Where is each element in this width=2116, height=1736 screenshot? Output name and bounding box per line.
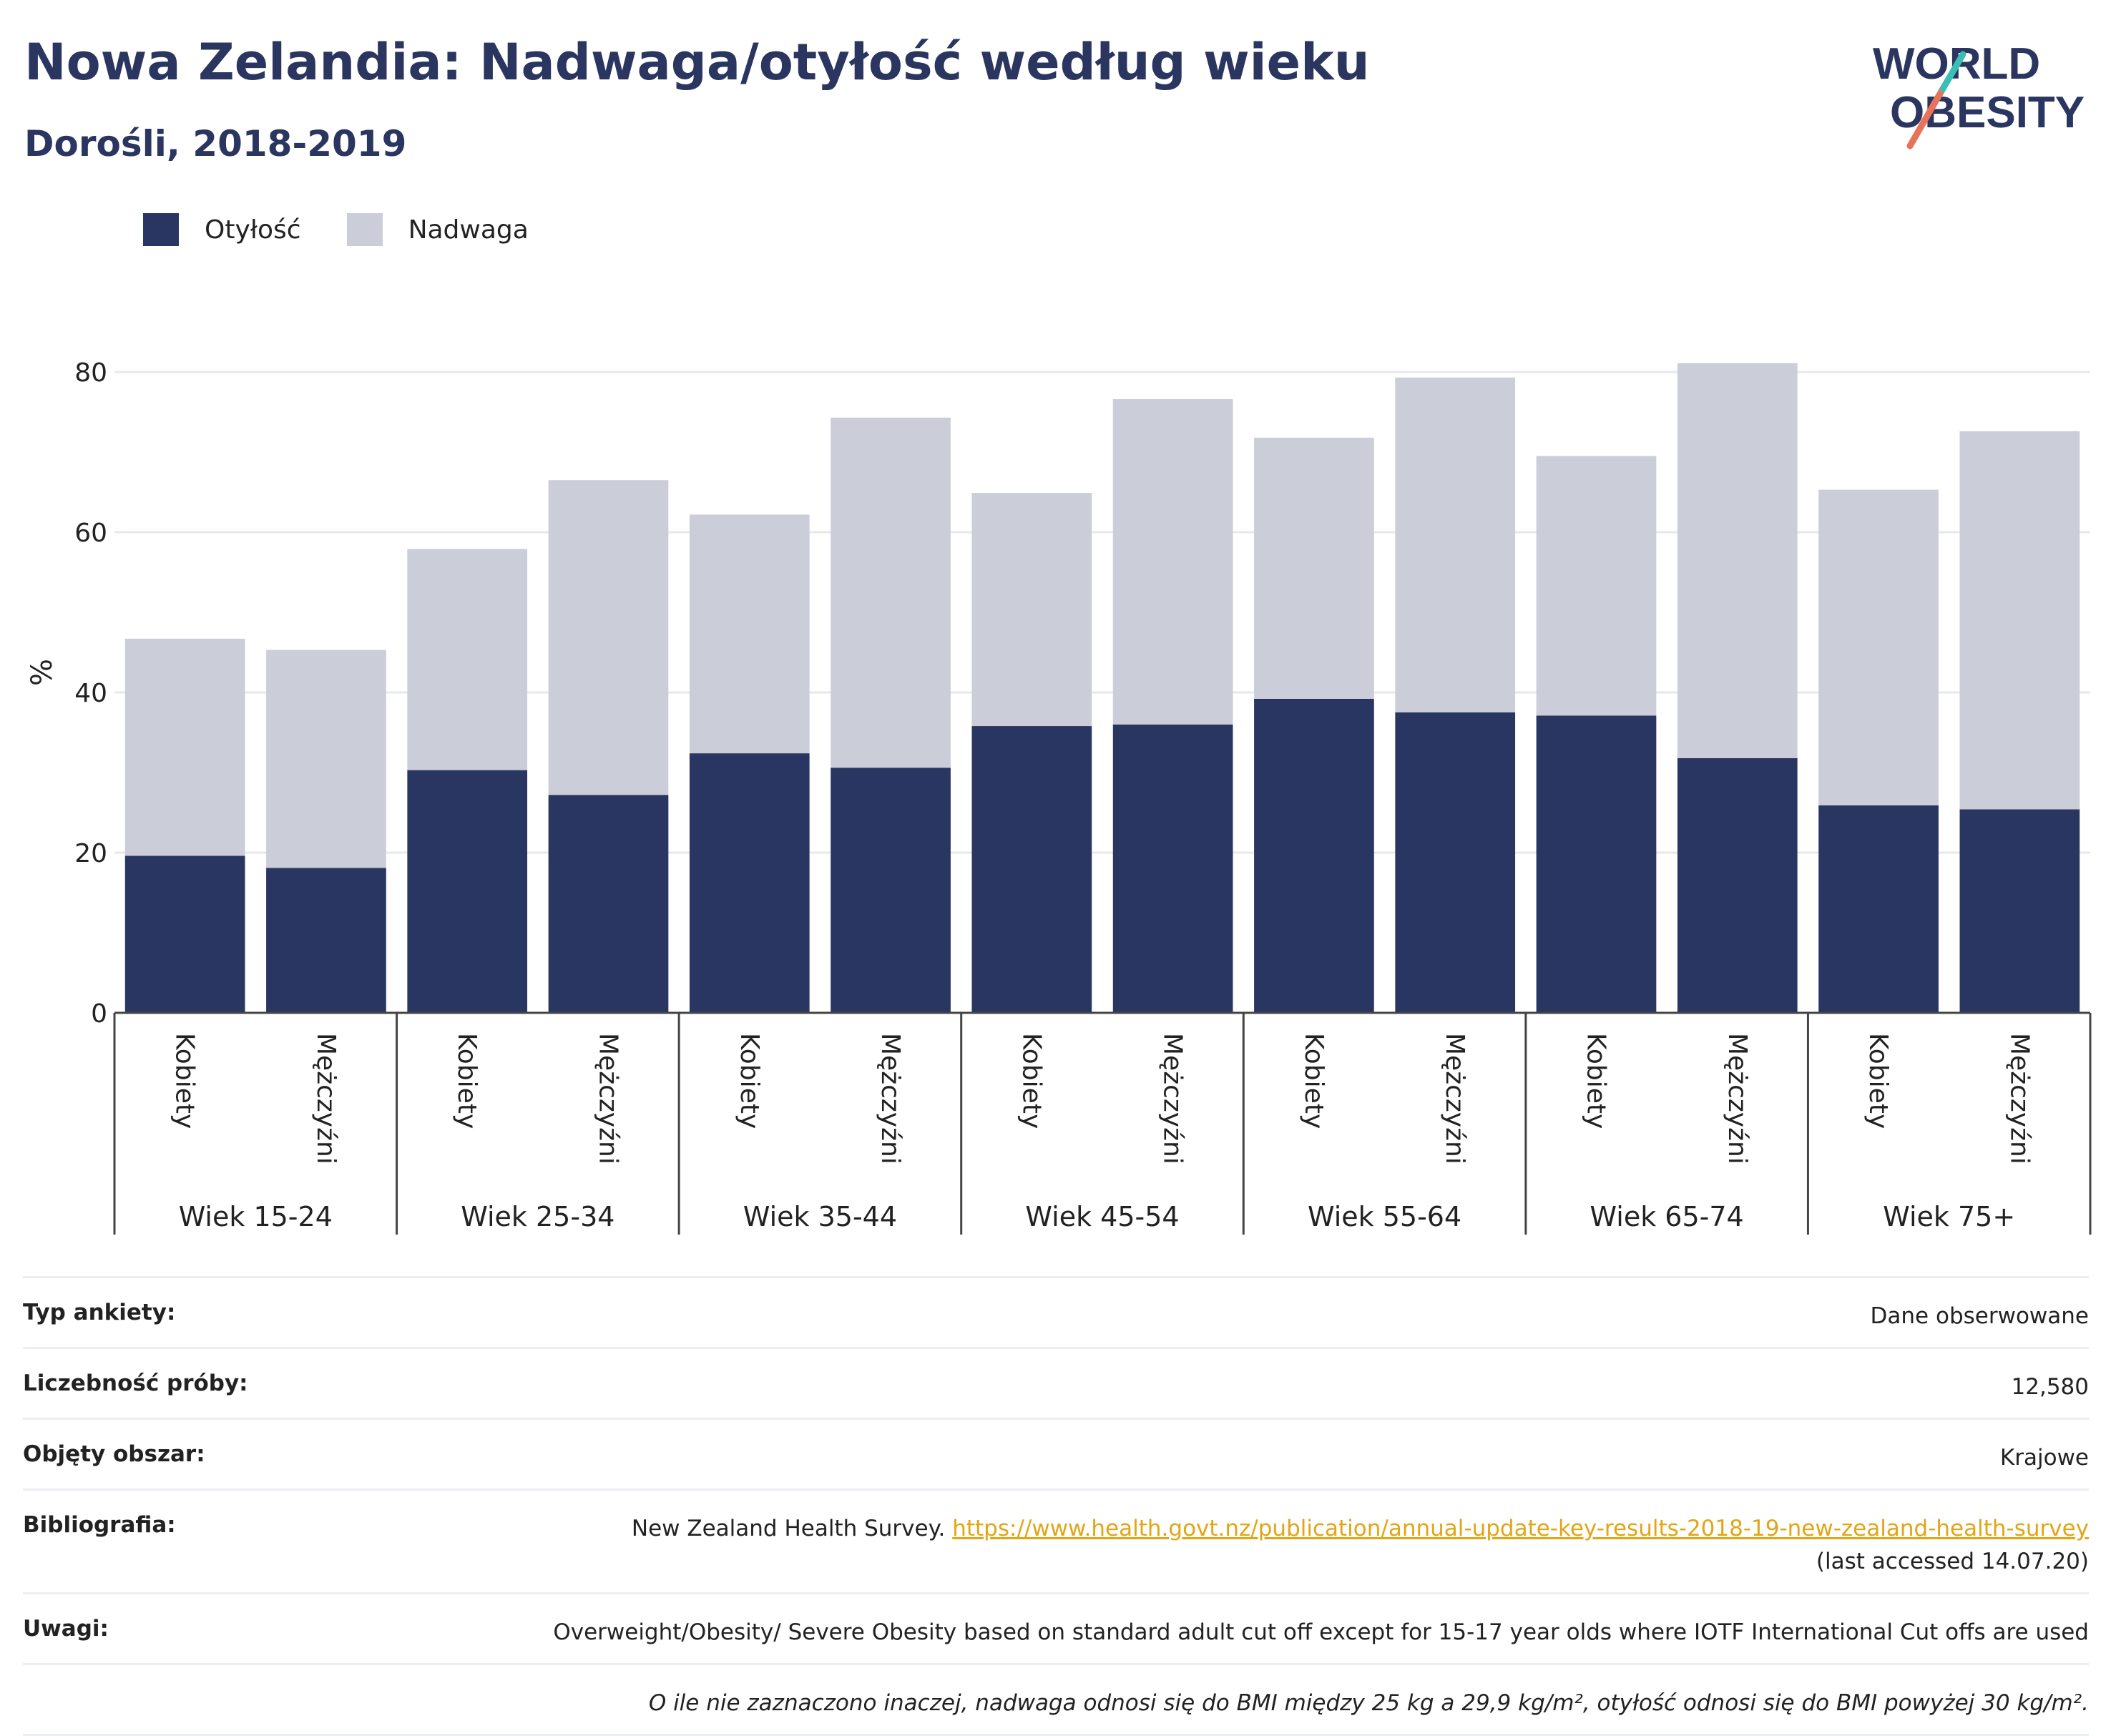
- page-subtitle: Dorośli, 2018-2019: [24, 123, 407, 165]
- info-row-sample-size: Liczebność próby: 12,580: [23, 1347, 2089, 1418]
- y-tick-label: 20: [74, 839, 107, 868]
- legend-label-obesity: Otyłość: [205, 215, 301, 245]
- info-footnote: O ile nie zaznaczono inaczej, nadwaga od…: [23, 1663, 2089, 1736]
- x-subcategory-label: Mężczyźni: [876, 1033, 905, 1164]
- info-label: Objęty obszar:: [23, 1441, 205, 1467]
- bar-overweight: [831, 417, 951, 768]
- x-subcategory-label: Mężczyźni: [1723, 1033, 1752, 1164]
- bar-obesity: [1395, 712, 1516, 1013]
- info-value: 12,580: [2011, 1374, 2089, 1400]
- info-value: New Zealand Health Survey. https://www.h…: [381, 1512, 2089, 1578]
- logo-slash-teal: [1939, 51, 1966, 92]
- bar-overweight: [1959, 431, 2080, 810]
- legend-label-overweight: Nadwaga: [408, 215, 529, 245]
- x-group-label: Wiek 45-54: [1025, 1201, 1179, 1232]
- info-label: Bibliografia:: [23, 1512, 176, 1538]
- y-axis-label: %: [26, 659, 59, 686]
- info-value: Overweight/Obesity/ Severe Obesity based…: [553, 1619, 2089, 1645]
- x-group-label: Wiek 25-34: [461, 1201, 614, 1232]
- bar-obesity: [1959, 809, 2080, 1013]
- bibliography-link[interactable]: https://www.health.govt.nz/publication/a…: [952, 1516, 2089, 1541]
- x-subcategory-label: Mężczyźni: [1158, 1033, 1187, 1164]
- info-row-notes: Uwagi: Overweight/Obesity/ Severe Obesit…: [23, 1592, 2089, 1663]
- y-tick-label: 60: [74, 519, 107, 548]
- bar-obesity: [1112, 724, 1233, 1013]
- bar-overweight: [548, 480, 669, 795]
- world-obesity-logo: WORLD OBESITY: [1873, 39, 2085, 149]
- x-subcategory-label: Mężczyźni: [311, 1033, 341, 1164]
- x-subcategory-label: Kobiety: [1863, 1033, 1893, 1129]
- info-label: Uwagi:: [23, 1616, 109, 1642]
- y-tick-label: 40: [74, 679, 107, 708]
- x-subcategory-label: Mężczyźni: [594, 1033, 623, 1164]
- legend-swatch-obesity: [143, 213, 179, 246]
- y-tick-label: 0: [91, 999, 107, 1029]
- legend-item-overweight[interactable]: Nadwaga: [346, 213, 529, 246]
- bibliography-suffix: (last accessed 14.07.20): [1816, 1549, 2089, 1574]
- bar-obesity: [1254, 698, 1374, 1013]
- bar-overweight: [1395, 377, 1516, 712]
- bar-obesity: [124, 855, 245, 1013]
- info-table: Typ ankiety: Dane obserwowane Liczebność…: [23, 1276, 2089, 1736]
- bar-obesity: [407, 770, 528, 1013]
- page-title: Nowa Zelandia: Nadwaga/otyłość według wi…: [24, 33, 1370, 92]
- bibliography-prefix: New Zealand Health Survey.: [631, 1516, 946, 1541]
- bar-overweight: [1254, 437, 1374, 699]
- info-row-bibliography: Bibliografia: New Zealand Health Survey.…: [23, 1489, 2089, 1592]
- chart-legend: Otyłość Nadwaga: [143, 213, 574, 246]
- info-label: Typ ankiety:: [23, 1300, 176, 1325]
- info-row-area: Objęty obszar: Krajowe: [23, 1418, 2089, 1489]
- legend-item-obesity[interactable]: Otyłość: [143, 213, 301, 246]
- x-subcategory-label: Kobiety: [1017, 1033, 1046, 1129]
- x-group-label: Wiek 65-74: [1590, 1201, 1744, 1232]
- bar-overweight: [689, 514, 810, 754]
- bar-obesity: [831, 768, 951, 1013]
- x-subcategory-label: Mężczyźni: [1440, 1033, 1469, 1164]
- info-value: Dane obserwowane: [1870, 1303, 2089, 1329]
- x-group-label: Wiek 55-64: [1308, 1201, 1461, 1232]
- bar-obesity: [1677, 757, 1798, 1013]
- x-group-label: Wiek 75+: [1883, 1201, 2015, 1232]
- info-row-survey-type: Typ ankiety: Dane obserwowane: [23, 1276, 2089, 1347]
- bar-overweight: [1536, 456, 1657, 716]
- bar-overweight: [124, 638, 245, 856]
- x-subcategory-label: Kobiety: [1299, 1033, 1328, 1129]
- bar-overweight: [971, 493, 1092, 727]
- footnote-text: O ile nie zaznaczono inaczej, nadwaga od…: [648, 1690, 2089, 1716]
- x-subcategory-label: Kobiety: [452, 1033, 481, 1129]
- bar-obesity: [689, 753, 810, 1013]
- bar-obesity: [971, 726, 1092, 1013]
- info-value: Krajowe: [1999, 1445, 2089, 1471]
- bar-obesity: [1818, 805, 1939, 1013]
- bar-overweight: [1677, 363, 1798, 758]
- x-subcategory-label: Kobiety: [170, 1033, 200, 1129]
- logo-slash-red: [1906, 85, 1946, 149]
- bar-overweight: [266, 649, 386, 868]
- bar-overweight: [407, 549, 528, 770]
- x-subcategory-label: Kobiety: [735, 1033, 764, 1129]
- bar-obesity: [1536, 715, 1657, 1013]
- bar-overweight: [1112, 399, 1233, 725]
- legend-swatch-overweight: [346, 213, 383, 246]
- x-subcategory-label: Kobiety: [1582, 1033, 1611, 1129]
- bar-obesity: [266, 868, 386, 1013]
- x-group-label: Wiek 15-24: [179, 1201, 333, 1232]
- x-group-label: Wiek 35-44: [743, 1201, 897, 1232]
- bar-obesity: [548, 795, 669, 1013]
- y-tick-label: 80: [74, 358, 107, 388]
- stacked-bar-chart: 0 20 40 60 80% Kobiety Mężczyźni Kobiety Mężczyź…: [26, 358, 2092, 1235]
- info-label: Liczebność próby:: [23, 1370, 248, 1396]
- x-subcategory-label: Mężczyźni: [2004, 1033, 2034, 1164]
- bar-overweight: [1818, 489, 1939, 805]
